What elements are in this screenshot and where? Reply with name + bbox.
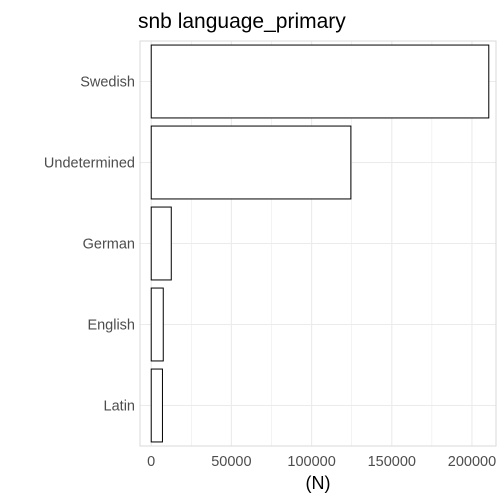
x-tick-label: 100000 bbox=[287, 454, 335, 470]
y-tick-labels: Swedish Undetermined German English Latin bbox=[44, 75, 135, 415]
x-axis-label: (N) bbox=[306, 473, 331, 493]
x-tick-label: 200000 bbox=[448, 454, 496, 470]
x-tick-labels: 0 50000 100000 150000 200000 bbox=[147, 454, 496, 470]
bars-group bbox=[150, 44, 490, 443]
chart-title: snb language_primary bbox=[138, 10, 346, 33]
panel-border bbox=[139, 40, 497, 447]
y-tick-label-german: German bbox=[83, 237, 135, 253]
x-tick-label: 150000 bbox=[368, 454, 416, 470]
y-tick-label-swedish: Swedish bbox=[80, 75, 135, 91]
bar-latin bbox=[150, 368, 163, 443]
y-tick-label-undetermined: Undetermined bbox=[44, 156, 135, 172]
bar-swedish bbox=[150, 44, 490, 119]
x-tick-label: 50000 bbox=[211, 454, 251, 470]
bar-german bbox=[150, 206, 172, 281]
bar-english bbox=[150, 287, 164, 362]
y-tick-label-latin: Latin bbox=[104, 399, 135, 415]
bar-undetermined bbox=[150, 125, 352, 200]
x-tick-label: 0 bbox=[147, 454, 155, 470]
y-tick-label-english: English bbox=[87, 318, 135, 334]
